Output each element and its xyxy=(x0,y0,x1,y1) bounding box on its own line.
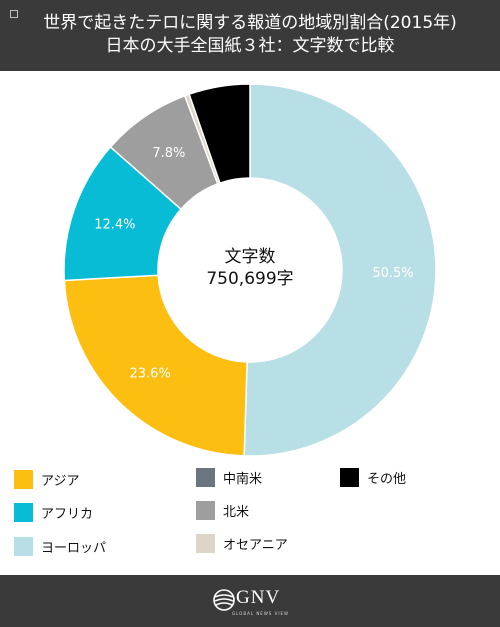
legend-label-latin-america: 中南米 xyxy=(223,471,263,487)
legend-swatch-latin-america xyxy=(196,467,215,487)
legend-swatch-north-america xyxy=(196,500,215,520)
logo-subtext: GLOBAL NEWS VIEW xyxy=(232,611,289,616)
center-label: 文字数 750,699字 xyxy=(150,246,350,290)
slice-label-1: 23.6% xyxy=(130,366,171,381)
gnv-logo-icon xyxy=(213,589,235,611)
legend-swatch-other xyxy=(340,467,359,487)
legend-swatch-asia xyxy=(14,469,33,489)
legend: アジア 中南米 その他 アフリカ 北米 ヨーロッパ オセアニア xyxy=(0,462,500,572)
legend-label-asia: アジア xyxy=(41,473,80,489)
legend-item-europe: ヨーロッパ xyxy=(14,536,106,556)
center-label-title: 文字数 xyxy=(224,247,276,267)
slice-label-0: 50.5% xyxy=(372,266,413,281)
legend-item-asia: アジア xyxy=(14,469,79,489)
chart-title: 世界で起きたテロに関する報道の地域別割合(2015年) xyxy=(43,13,457,33)
legend-label-oceania: オセアニア xyxy=(223,537,288,553)
corner-marker-icon xyxy=(10,10,18,18)
legend-item-oceania: オセアニア xyxy=(196,533,288,553)
legend-label-europe: ヨーロッパ xyxy=(41,540,107,556)
footer-bar: GNV GLOBAL NEWS VIEW xyxy=(0,575,500,627)
legend-swatch-oceania xyxy=(196,533,215,553)
slice-label-2: 12.4% xyxy=(94,217,135,232)
center-label-value: 750,699字 xyxy=(206,269,294,289)
slice-1 xyxy=(63,274,248,457)
legend-item-other: その他 xyxy=(340,467,406,487)
chart-subtitle: 日本の大手全国紙３社：文字数で比較 xyxy=(105,36,395,56)
legend-swatch-europe xyxy=(14,536,33,556)
legend-label-africa: アフリカ xyxy=(41,506,94,522)
legend-item-africa: アフリカ xyxy=(14,502,93,522)
legend-item-latin-america: 中南米 xyxy=(196,467,262,487)
donut-chart-area: 50.5% 23.6% 12.4% 7.8% xyxy=(0,71,500,461)
header-bar: 世界で起きたテロに関する報道の地域別割合(2015年) 日本の大手全国紙３社：文… xyxy=(0,0,500,71)
legend-item-north-america: 北米 xyxy=(196,500,249,520)
donut-chart: 50.5% 23.6% 12.4% 7.8% xyxy=(63,83,437,457)
slice-0 xyxy=(243,83,437,457)
legend-swatch-africa xyxy=(14,502,33,522)
legend-label-north-america: 北米 xyxy=(223,504,250,520)
legend-label-other: その他 xyxy=(367,471,407,487)
slice-5 xyxy=(188,83,251,185)
slice-label-3: 7.8% xyxy=(152,146,185,161)
logo-text: GNV xyxy=(236,587,281,608)
